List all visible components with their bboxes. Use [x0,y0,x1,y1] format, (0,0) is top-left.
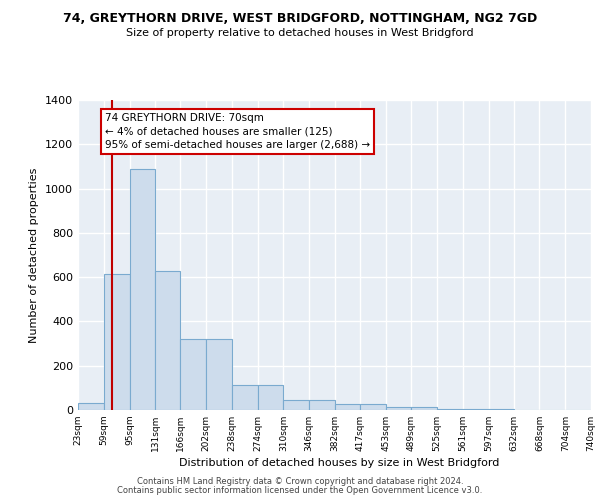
Bar [155,270,181,410]
Bar [78,404,104,410]
Bar [181,339,206,410]
Text: 74 GREYTHORN DRIVE: 70sqm
← 4% of detached houses are smaller (125)
95% of semi-: 74 GREYTHORN DRIVE: 70sqm ← 4% of detach… [105,114,370,150]
Bar [488,409,514,410]
Bar [463,409,488,410]
Bar [206,339,232,410]
Y-axis label: Number of detached properties: Number of detached properties [29,168,40,342]
Bar [283,400,309,410]
Bar [309,400,335,410]
Text: Size of property relative to detached houses in West Bridgford: Size of property relative to detached ho… [126,28,474,38]
Text: 74, GREYTHORN DRIVE, WEST BRIDGFORD, NOTTINGHAM, NG2 7GD: 74, GREYTHORN DRIVE, WEST BRIDGFORD, NOT… [63,12,537,26]
Bar [437,409,463,410]
Bar [130,168,155,410]
Bar [335,404,360,410]
Bar [104,274,130,410]
Text: Distribution of detached houses by size in West Bridgford: Distribution of detached houses by size … [179,458,499,468]
Text: Contains HM Land Registry data © Crown copyright and database right 2024.: Contains HM Land Registry data © Crown c… [137,477,463,486]
Bar [257,384,283,410]
Bar [232,384,257,410]
Bar [412,406,437,410]
Text: Contains public sector information licensed under the Open Government Licence v3: Contains public sector information licen… [118,486,482,495]
Bar [386,406,412,410]
Bar [360,404,386,410]
